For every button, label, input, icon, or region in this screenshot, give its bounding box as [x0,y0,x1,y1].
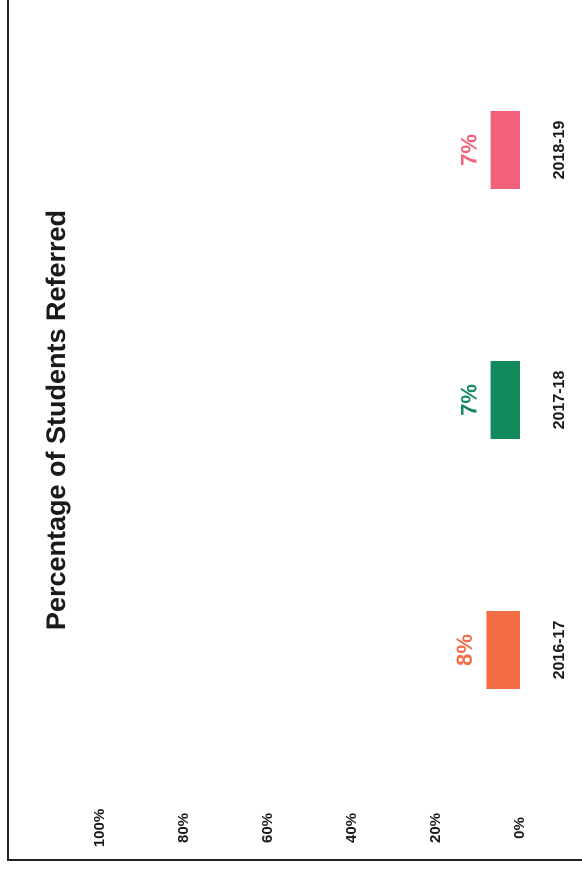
bar [490,111,521,189]
value-label: 7% [456,384,481,416]
bar [486,611,520,689]
chart-title: Percentage of Students Referred [41,210,71,630]
x-tick-label: 2017-18 [551,371,568,430]
value-label: 7% [456,134,481,166]
y-tick-label: 0% [511,817,528,839]
y-tick-label: 100% [91,809,108,847]
rotated-chart: Percentage of Students Referred 0% 20% 40%… [7,0,582,861]
y-tick-label: 60% [259,813,276,843]
y-tick-label: 20% [427,813,444,843]
y-tick-label: 80% [175,813,192,843]
x-tick-label: 2016-17 [551,621,568,680]
bar [490,361,521,439]
x-tick-label: 2018-19 [551,121,568,180]
y-tick-label: 40% [343,813,360,843]
frame [7,0,582,861]
value-label: 8% [452,634,477,666]
